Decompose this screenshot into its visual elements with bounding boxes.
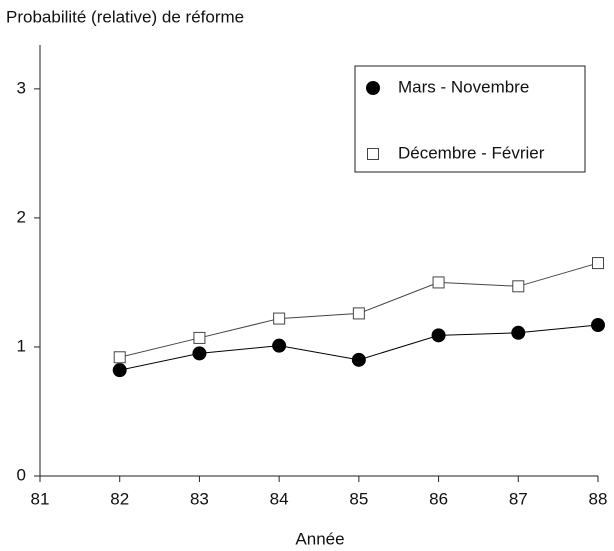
- point: [352, 307, 365, 320]
- legend-marker: [367, 148, 379, 160]
- x-tick-label: 83: [190, 489, 209, 508]
- x-axis-label: Année: [295, 529, 344, 548]
- point: [273, 312, 286, 325]
- point: [432, 276, 445, 289]
- x-tick-label: 85: [349, 489, 368, 508]
- x-tick-label: 87: [509, 489, 528, 508]
- point: [511, 325, 526, 340]
- legend-label: Décembre - Février: [398, 143, 545, 162]
- point: [113, 351, 126, 364]
- point: [431, 328, 446, 343]
- y-tick-label: 0: [17, 465, 26, 484]
- x-tick-label: 84: [270, 489, 289, 508]
- point: [351, 352, 366, 367]
- point: [272, 338, 287, 353]
- y-tick-label: 3: [17, 78, 26, 97]
- y-tick-label: 1: [17, 336, 26, 355]
- point: [592, 257, 604, 270]
- point: [512, 280, 525, 293]
- y-tick-label: 2: [17, 207, 26, 226]
- point: [112, 363, 127, 378]
- legend-label: Mars - Novembre: [398, 77, 529, 96]
- chart-title: Probabilité (relative) de réforme: [6, 7, 244, 26]
- point: [192, 346, 207, 361]
- point: [193, 331, 206, 344]
- x-tick-label: 86: [429, 489, 448, 508]
- point: [591, 318, 605, 333]
- legend-box: [354, 65, 586, 173]
- x-tick-label: 81: [31, 489, 50, 508]
- x-tick-label: 82: [110, 489, 129, 508]
- legend-marker: [366, 81, 380, 95]
- x-tick-label: 88: [589, 489, 608, 508]
